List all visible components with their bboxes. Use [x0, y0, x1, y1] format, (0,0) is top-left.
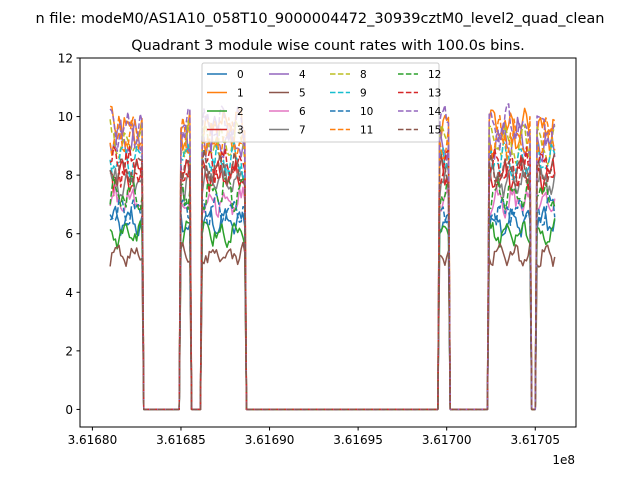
legend-label-8: 8: [360, 69, 367, 81]
x-offset-label: 1e8: [552, 453, 575, 467]
y-tick-label: 6: [65, 227, 73, 241]
series-line-15: [109, 149, 556, 411]
x-tick-label: 3.61700: [422, 433, 472, 447]
y-tick-label: 10: [58, 110, 73, 124]
ticks-layer: 3.61680 3.61685 3.61690 3.61695 3.61700 3.617…: [58, 52, 560, 448]
legend-box: [201, 62, 440, 143]
legend-label-7: 7: [299, 125, 306, 137]
legend-label-6: 6: [299, 106, 306, 118]
series-layer: [109, 103, 556, 411]
legend-label-3: 3: [237, 125, 244, 137]
legend-label-14: 14: [428, 106, 442, 118]
legend-label-0: 0: [237, 69, 244, 81]
x-tick-label: 3.61685: [156, 433, 206, 447]
legend-label-1: 1: [237, 88, 244, 100]
legend-label-2: 2: [237, 106, 244, 118]
y-tick-label: 8: [65, 169, 73, 183]
legend-label-5: 5: [299, 88, 306, 100]
legend-label-11: 11: [360, 125, 373, 137]
chart-title: Quadrant 3 module wise count rates with …: [131, 38, 525, 54]
figure-suptitle: n file: modeM0/AS1A10_058T10_9000004472_…: [36, 11, 605, 27]
x-tick-label: 3.61690: [245, 433, 295, 447]
x-tick-label: 3.61695: [333, 433, 383, 447]
legend-label-4: 4: [299, 69, 306, 81]
legend-label-15: 15: [428, 125, 441, 137]
y-tick-label: 0: [65, 403, 73, 417]
x-tick-label: 3.61680: [68, 433, 118, 447]
y-tick-label: 2: [65, 344, 73, 358]
x-tick-label: 3.61705: [510, 433, 560, 447]
plot-frame: [79, 57, 577, 428]
y-tick-label: 12: [58, 52, 73, 66]
y-tick-label: 4: [65, 286, 73, 300]
legend-label-12: 12: [428, 69, 441, 81]
legend-label-10: 10: [360, 106, 373, 118]
legend-label-13: 13: [428, 88, 441, 100]
legend-label-9: 9: [360, 88, 367, 100]
